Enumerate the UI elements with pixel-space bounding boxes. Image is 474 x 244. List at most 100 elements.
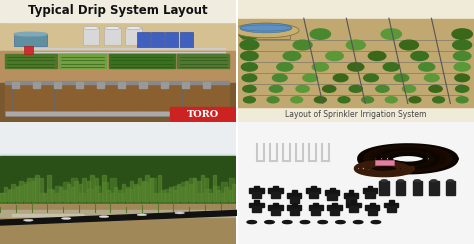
Bar [134, 184, 137, 201]
Bar [268, 188, 283, 193]
Bar [349, 206, 358, 212]
Bar [27, 178, 31, 201]
Bar [129, 181, 133, 201]
Bar [177, 53, 229, 68]
Bar [189, 184, 192, 201]
Circle shape [376, 85, 389, 92]
Bar [365, 205, 379, 210]
Bar [0, 204, 237, 244]
Circle shape [269, 85, 283, 92]
Bar [221, 193, 224, 201]
Bar [344, 193, 358, 198]
Bar [273, 186, 278, 189]
Bar [254, 186, 259, 189]
Ellipse shape [300, 221, 310, 224]
Circle shape [381, 29, 401, 39]
Ellipse shape [336, 221, 345, 224]
Circle shape [364, 74, 378, 82]
Bar [365, 192, 375, 198]
Bar [201, 175, 204, 201]
Bar [142, 182, 148, 205]
Bar [370, 203, 375, 206]
Bar [328, 205, 342, 210]
Bar [0, 0, 237, 55]
Bar [76, 81, 83, 88]
Bar [0, 193, 6, 205]
Bar [412, 181, 422, 195]
Ellipse shape [99, 216, 109, 218]
Bar [110, 193, 114, 201]
Bar [292, 203, 297, 206]
Bar [205, 178, 209, 201]
Bar [87, 181, 90, 201]
Bar [33, 81, 40, 88]
Bar [351, 200, 356, 204]
Circle shape [455, 74, 470, 82]
Bar [216, 190, 220, 201]
Bar [79, 184, 82, 201]
Bar [151, 32, 164, 49]
Bar [237, 20, 474, 107]
Bar [271, 192, 280, 198]
Bar [254, 200, 259, 204]
Text: Layout of Sprinkler Irrigation System: Layout of Sprinkler Irrigation System [285, 110, 427, 119]
Bar [292, 191, 297, 194]
Ellipse shape [24, 219, 33, 221]
Bar [213, 175, 216, 201]
Bar [313, 203, 318, 206]
Bar [429, 181, 438, 195]
Bar [98, 193, 101, 201]
Bar [192, 178, 196, 201]
Ellipse shape [175, 212, 184, 214]
Bar [114, 187, 118, 201]
Circle shape [454, 51, 471, 61]
Circle shape [429, 85, 442, 92]
Circle shape [394, 74, 409, 82]
Bar [5, 85, 229, 112]
Circle shape [293, 40, 312, 50]
Bar [126, 187, 129, 201]
Bar [55, 186, 61, 205]
Polygon shape [233, 23, 299, 38]
Bar [8, 189, 14, 205]
Bar [5, 81, 229, 84]
Bar [118, 190, 122, 201]
Ellipse shape [83, 26, 99, 30]
Bar [197, 193, 203, 205]
Bar [197, 181, 201, 201]
Circle shape [402, 85, 416, 92]
Bar [252, 206, 261, 212]
Bar [24, 46, 33, 53]
Ellipse shape [431, 180, 437, 182]
Circle shape [326, 51, 343, 61]
Bar [379, 181, 389, 195]
Bar [224, 187, 228, 201]
Circle shape [303, 74, 318, 82]
Bar [79, 193, 85, 205]
Bar [311, 186, 316, 189]
Bar [106, 190, 109, 201]
Bar [203, 81, 210, 88]
Bar [32, 181, 35, 201]
Bar [0, 156, 237, 207]
Bar [146, 175, 149, 201]
Bar [165, 193, 169, 201]
Bar [332, 203, 337, 206]
Circle shape [454, 63, 470, 71]
Circle shape [349, 85, 363, 92]
Bar [5, 111, 229, 116]
Bar [55, 193, 59, 201]
Bar [125, 28, 142, 45]
Bar [325, 191, 339, 195]
Bar [95, 178, 98, 201]
Bar [47, 189, 53, 205]
Bar [74, 181, 78, 201]
Bar [24, 184, 27, 201]
Ellipse shape [414, 180, 420, 182]
Bar [66, 184, 70, 201]
Bar [11, 184, 15, 201]
Bar [446, 181, 455, 195]
Bar [368, 209, 377, 215]
Circle shape [240, 40, 259, 50]
Bar [189, 178, 195, 205]
